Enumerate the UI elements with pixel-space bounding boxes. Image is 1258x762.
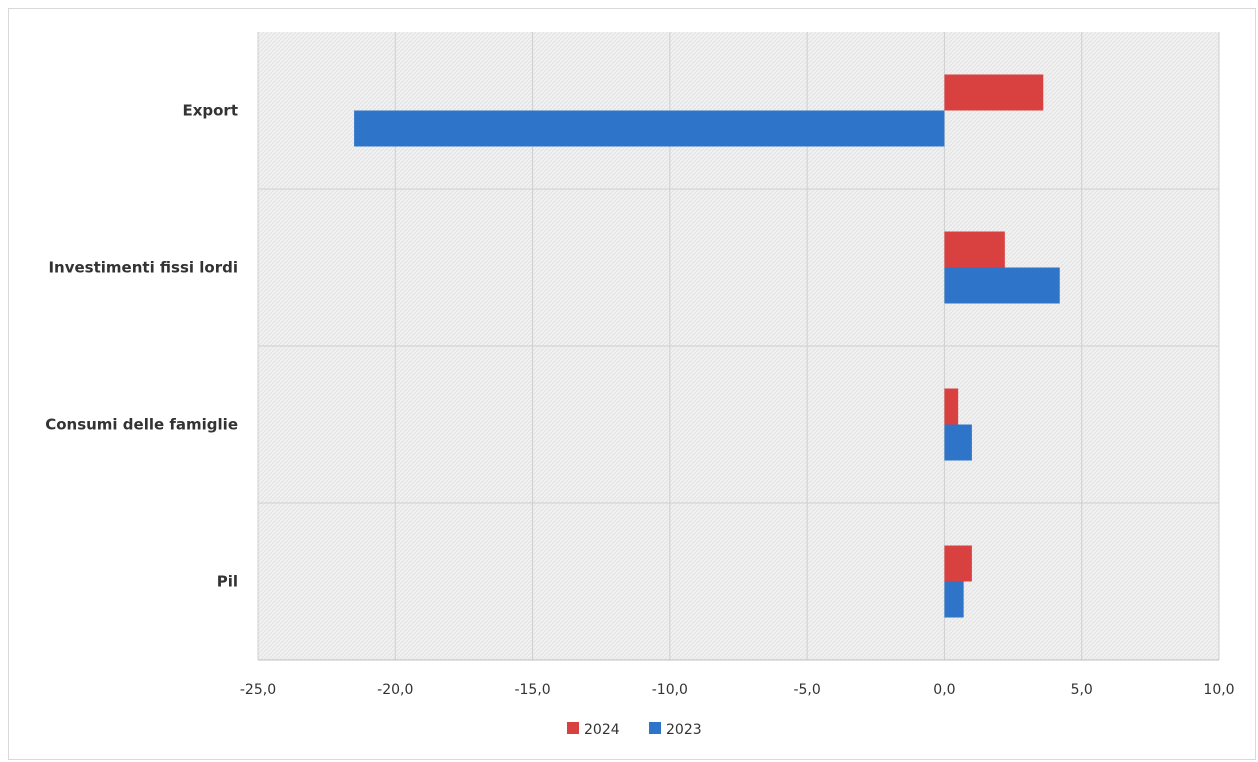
x-tick-label-6: 5,0 — [1071, 682, 1093, 698]
x-tick-label-1: -20,0 — [377, 682, 413, 698]
x-tick-label-0: -25,0 — [240, 682, 276, 698]
bars — [354, 74, 1060, 618]
legend: 2024 2023 — [567, 722, 702, 738]
category-label-2: Consumi delle famiglie — [45, 416, 238, 434]
bar-2024-3 — [944, 545, 972, 582]
x-tick-label-2: -15,0 — [514, 682, 550, 698]
x-tick-label-5: 0,0 — [933, 682, 955, 698]
x-tick-label-3: -10,0 — [652, 682, 688, 698]
legend-swatch-2023 — [649, 722, 661, 734]
x-tick-label-7: 10,0 — [1203, 682, 1234, 698]
category-label-1: Investimenti fissi lordi — [48, 259, 238, 277]
category-label-3: Pil — [217, 573, 238, 591]
x-tick-label-4: -5,0 — [793, 682, 820, 698]
category-label-0: Export — [182, 102, 238, 120]
legend-label-2023: 2023 — [666, 722, 702, 738]
category-labels: Export Investimenti fissi lordi Consumi de… — [45, 102, 238, 591]
bar-2023-1 — [944, 267, 1060, 304]
bar-2024-0 — [944, 74, 1044, 111]
bar-2024-1 — [944, 231, 1005, 268]
bar-2024-2 — [944, 388, 959, 425]
x-axis-ticks: -25,0 -20,0 -15,0 -10,0 -5,0 0,0 5,0 10,0 — [240, 682, 1235, 698]
legend-label-2024: 2024 — [584, 722, 620, 738]
legend-swatch-2024 — [567, 722, 579, 734]
bar-2023-3 — [944, 581, 964, 618]
bar-2023-0 — [354, 110, 945, 147]
bar-2023-2 — [944, 424, 972, 461]
